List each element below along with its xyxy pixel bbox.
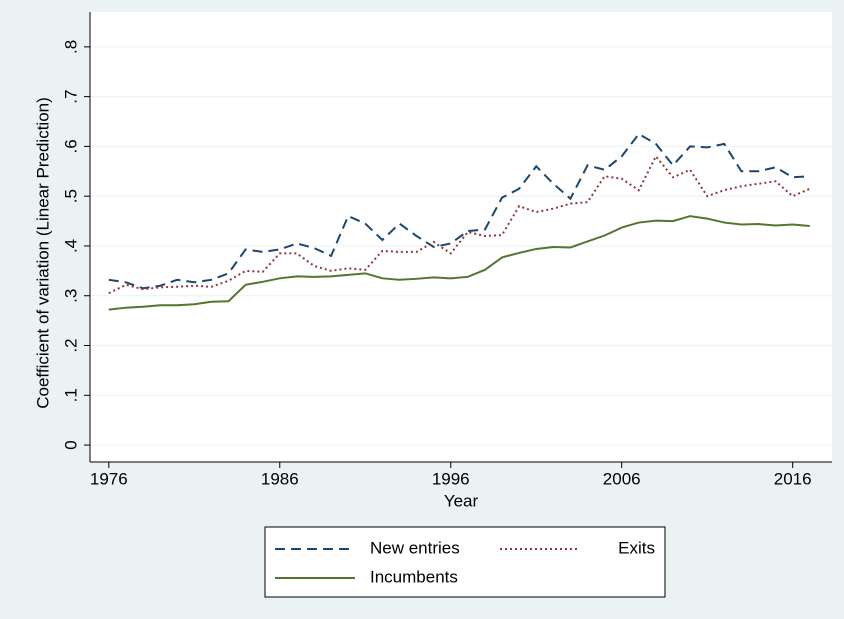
y-tick-label: .6 <box>61 139 80 153</box>
x-tick-label: 1986 <box>261 469 299 488</box>
legend-label: Exits <box>618 538 655 557</box>
y-tick-label: .1 <box>61 388 80 402</box>
series-line <box>108 215 810 311</box>
legend-label: New entries <box>370 538 460 557</box>
y-tick-label: 0 <box>61 440 80 449</box>
y-axis-title: Coefficient of variation (Linear Predict… <box>33 97 52 409</box>
x-axis-title: Year <box>444 491 479 510</box>
series-line <box>108 132 810 290</box>
series-line <box>108 154 811 295</box>
y-tick-label: .4 <box>61 239 80 253</box>
y-tick-label: .8 <box>61 40 80 54</box>
y-tick-label: .3 <box>61 289 80 303</box>
y-tick-label: .5 <box>61 189 80 203</box>
legend-box <box>264 526 666 598</box>
legend-label: Incumbents <box>370 567 458 586</box>
y-tick-label: .7 <box>61 90 80 104</box>
x-tick-label: 2016 <box>774 469 812 488</box>
x-tick-label: 2006 <box>603 469 641 488</box>
y-tick-label: .2 <box>61 338 80 352</box>
x-tick-label: 1976 <box>90 469 128 488</box>
x-tick-label: 1996 <box>432 469 470 488</box>
